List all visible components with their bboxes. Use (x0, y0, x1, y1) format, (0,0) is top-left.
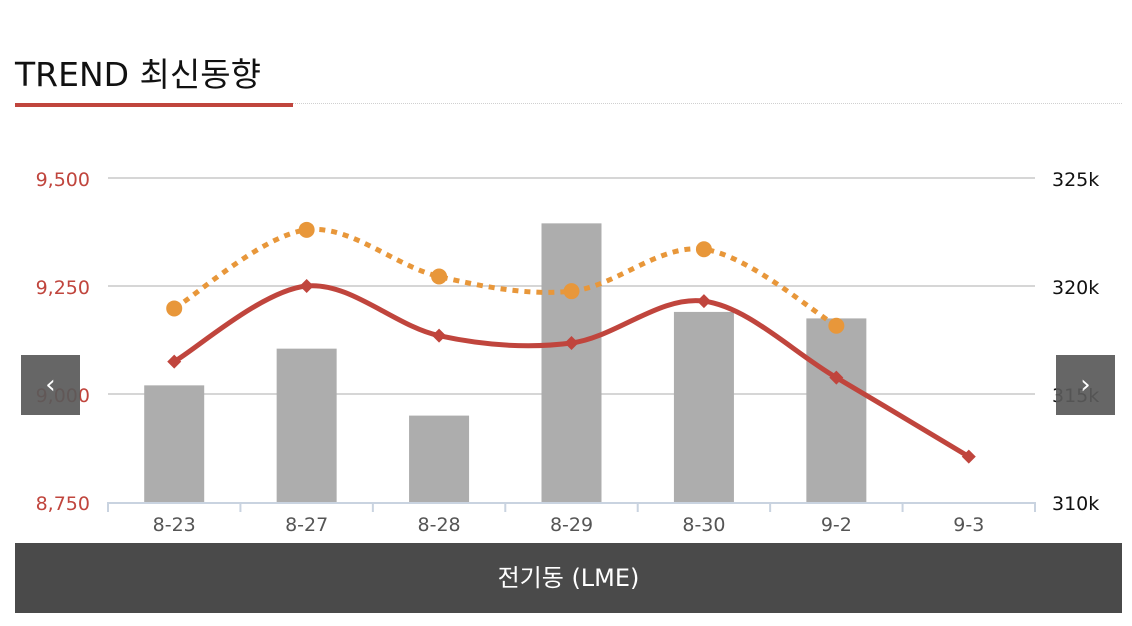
bar (541, 223, 602, 503)
x-axis-tick-label: 8-28 (418, 514, 461, 536)
x-axis-tick-label: 9-3 (953, 514, 984, 536)
point-orange (695, 241, 712, 258)
left-axis-tick-label: 9,500 (36, 169, 90, 191)
prev-arrow-button[interactable]: ‹ (21, 355, 80, 415)
right-axis-tick-label: 325k (1052, 169, 1099, 191)
left-axis-tick-label: 9,250 (36, 277, 90, 299)
title-accent-bar (15, 103, 293, 107)
point-orange (431, 268, 448, 285)
trend-chart: 9,500325k9,250320k9,000315k8,750310k8-23… (36, 169, 1100, 536)
x-axis-tick-label: 9-2 (821, 514, 852, 536)
x-axis-tick-label: 8-23 (153, 514, 196, 536)
left-axis-tick-label: 8,750 (36, 493, 90, 515)
x-axis-tick-label: 8-29 (550, 514, 593, 536)
title-divider (15, 103, 1122, 104)
right-axis-tick-label: 320k (1052, 277, 1099, 299)
bar (276, 348, 337, 502)
page-title: TREND 최신동향 (15, 55, 261, 94)
point-orange (166, 300, 183, 317)
point-red (167, 354, 182, 369)
point-orange (298, 221, 315, 238)
bar (806, 318, 867, 502)
point-red (432, 328, 447, 343)
x-axis-tick-label: 8-27 (285, 514, 328, 536)
point-red (299, 279, 314, 293)
bar (409, 415, 470, 502)
point-red (564, 336, 579, 351)
series-line-orange (172, 226, 838, 328)
point-red (961, 449, 976, 464)
bar (673, 311, 734, 502)
point-red (829, 370, 844, 385)
next-arrow-button[interactable]: › (1056, 355, 1115, 415)
right-axis-tick-label: 310k (1052, 493, 1099, 515)
x-axis-tick-label: 8-30 (682, 514, 725, 536)
point-orange (563, 283, 580, 300)
bar (144, 385, 205, 502)
point-orange (828, 317, 845, 334)
chart-caption-bar: 전기동 (LME) (15, 543, 1122, 613)
point-red (696, 294, 711, 309)
